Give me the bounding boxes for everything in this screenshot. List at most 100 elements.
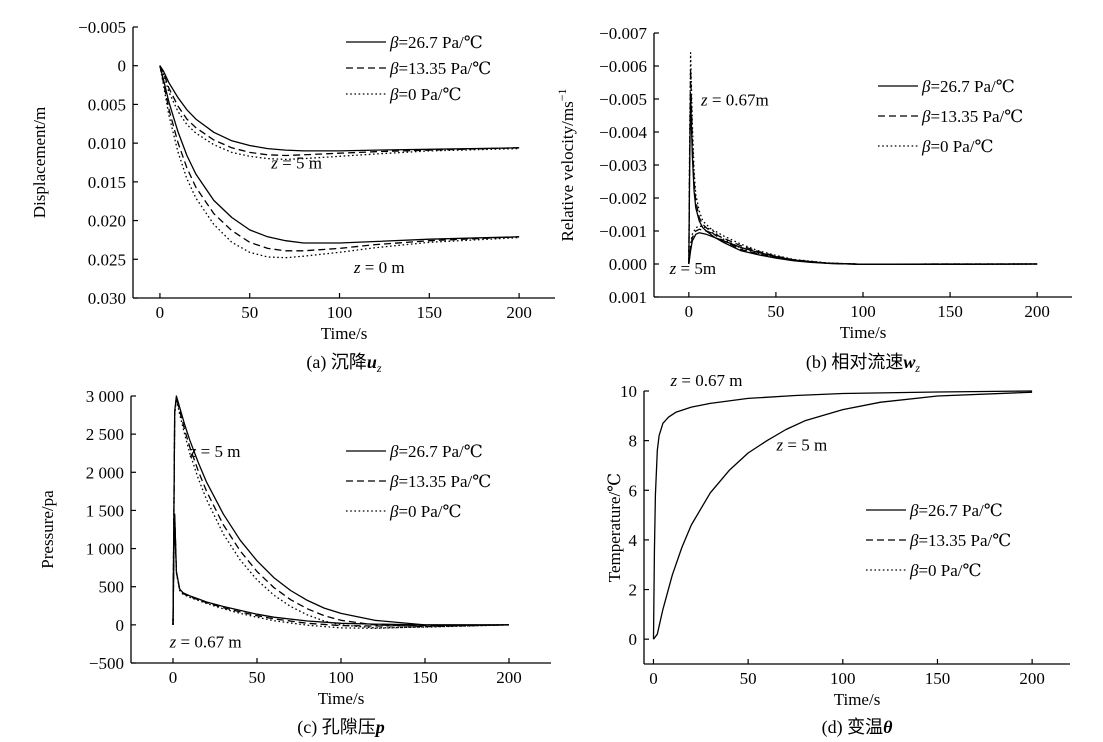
text-label: = 5 m	[196, 442, 240, 461]
chart-panel-d: 0 50 100 150 200 0 2 4 6 8 10 Time/s Temperature/℃ z …	[605, 371, 1070, 738]
y-tick-label: −0.003	[599, 156, 647, 175]
symbol-label: β	[389, 85, 399, 104]
series-line-dotted	[688, 52, 1038, 265]
text-label: =26.7 Pa/℃	[918, 501, 1002, 520]
x-tick-label: 100	[830, 669, 856, 688]
y-axis-label-text: Temperature/℃	[605, 473, 624, 582]
symbol-label: z	[700, 91, 708, 110]
y-tick-label: −0.006	[599, 57, 647, 76]
legend: β =26.7 Pa/℃ β=13.35 Pa/℃ β=0 Pa/℃	[346, 33, 491, 104]
curve-annotation: z = 0.67 m	[670, 371, 743, 390]
legend-label: β=26.7 Pa/℃	[921, 77, 1015, 96]
text-label: =0 Pa/℃	[398, 502, 461, 521]
y-tick-label: 6	[629, 481, 638, 500]
legend-label: β=0 Pa/℃	[909, 561, 982, 580]
x-axis-label: Time/s	[321, 324, 368, 343]
x-axis-label: Time/s	[834, 690, 881, 709]
series-line-solid	[159, 65, 520, 152]
x-tick-label: 0	[156, 303, 165, 322]
y-axis-label: Relative velocity/ms−1	[555, 89, 577, 242]
caption-symbol: θ	[883, 717, 893, 737]
panel-caption: (d) 变温θ	[822, 717, 894, 738]
legend: β=26.7 Pa/℃ β=13.35 Pa/℃ β=0 Pa/℃	[866, 501, 1011, 580]
text-label: = 0.67 m	[677, 371, 742, 390]
chart-panel-b: 0 50 100 150 200 −0.007 −0.006 −0.005 −0.004 −0.0…	[555, 24, 1072, 375]
symbol-label: z	[670, 371, 678, 390]
text-label: = 0 m	[361, 258, 405, 277]
x-tick-label: 100	[850, 302, 876, 321]
symbol-label: β	[921, 137, 931, 156]
x-tick-label: 200	[1024, 302, 1050, 321]
legend-label: β=13.35 Pa/℃	[909, 531, 1011, 550]
y-tick-label: 1 000	[86, 540, 124, 559]
symbol-label: z	[169, 633, 177, 652]
legend-label: β=13.35 Pa/℃	[389, 472, 491, 491]
caption-subscript: z	[376, 361, 382, 375]
x-tick-label: 0	[169, 668, 178, 687]
caption-subscript: z	[914, 361, 920, 375]
caption-symbol: u	[367, 352, 377, 372]
y-axis-label-sup: −1	[555, 89, 569, 102]
y-axis-label-text: Relative velocity/ms	[558, 101, 577, 241]
legend: β=26.7 Pa/℃β=13.35 Pa/℃β=0 Pa/℃	[346, 442, 491, 521]
series-line-dotted	[159, 65, 520, 259]
y-tick-label: 0	[116, 616, 125, 635]
y-tick-label: 10	[620, 382, 637, 401]
text-label: = 0.67m	[708, 91, 769, 110]
legend-label: β=26.7 Pa/℃	[389, 442, 483, 461]
text-label: = 0.67 m	[176, 633, 241, 652]
panel-caption: (c) 孔隙压p	[297, 717, 384, 738]
x-axis-label: Time/s	[318, 689, 365, 708]
curve-annotation: z = 5 m	[270, 154, 322, 173]
legend: β=26.7 Pa/℃β=13.35 Pa/℃β=0 Pa/℃	[878, 77, 1023, 156]
y-tick-label: 8	[629, 432, 638, 451]
x-tick-label: 150	[417, 303, 443, 322]
y-axis-label-text: Displacement/m	[30, 107, 49, 218]
text-label: =13.35 Pa/℃	[398, 472, 491, 491]
series-line-dotted	[172, 516, 510, 629]
text-label: =13.35 Pa/℃	[918, 531, 1011, 550]
chart-panel-c: 0 50 100 150 200 −500 0 500 1 000 1 500 2 000 2 500…	[38, 387, 551, 738]
y-tick-label: 1 500	[86, 501, 124, 520]
symbol-label: z	[270, 154, 278, 173]
legend-label: β=0 Pa/℃	[389, 502, 462, 521]
series-line-solid	[688, 232, 1038, 265]
caption-text: (b) 相对流速	[806, 352, 904, 373]
text-label: = 5 m	[783, 436, 827, 455]
symbol-label: β	[921, 77, 931, 96]
symbol-label: β	[389, 502, 399, 521]
series-line-dashed	[159, 65, 520, 252]
y-tick-label: 2 000	[86, 463, 124, 482]
y-tick-label: −0.001	[599, 222, 647, 241]
legend-label: β=0 Pa/℃	[389, 85, 462, 104]
x-tick-label: 100	[328, 668, 354, 687]
legend-label: β=13.35 Pa/℃	[389, 59, 491, 78]
curve-annotation: z = 5 m	[189, 442, 241, 461]
y-tick-label: 2	[629, 581, 638, 600]
symbol-label: β	[909, 501, 919, 520]
series-line-solid	[652, 391, 1033, 640]
caption-text: (c) 孔隙压	[297, 717, 375, 738]
text-label: = 5m	[676, 259, 716, 278]
x-tick-label: 200	[496, 668, 522, 687]
curve-annotation: z = 5 m	[776, 436, 828, 455]
y-tick-label: 0.015	[88, 173, 126, 192]
y-tick-label: 0.010	[88, 134, 126, 153]
y-tick-label: −500	[89, 654, 124, 673]
series-line-solid	[652, 390, 1033, 640]
y-tick-label: 0.025	[88, 250, 126, 269]
text-label: =26.7 Pa/℃	[930, 77, 1014, 96]
y-tick-label: 0.005	[88, 95, 126, 114]
x-tick-label: 200	[506, 303, 532, 322]
text-label: =26.7 Pa/℃	[398, 33, 482, 52]
x-axis-label: Time/s	[840, 323, 887, 342]
y-axis-label: Temperature/℃	[605, 473, 624, 582]
y-tick-label: 0.030	[88, 289, 126, 308]
x-tick-label: 0	[685, 302, 694, 321]
y-tick-label: 0	[118, 57, 127, 76]
text-label: =0 Pa/℃	[918, 561, 981, 580]
x-tick-label: 50	[740, 669, 757, 688]
panel-caption: (b) 相对流速wz	[806, 352, 921, 375]
chart-panel-a: 0 50 100 150 200 −0.005 0 0.005 0.010 0.015 0.020 0…	[30, 18, 555, 375]
